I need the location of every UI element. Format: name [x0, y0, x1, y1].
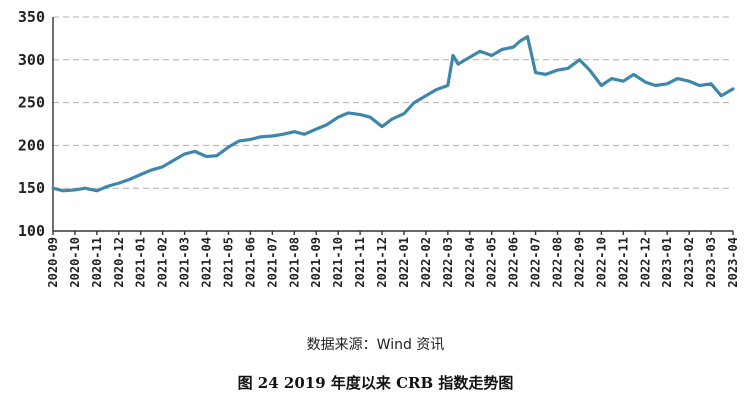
x-tick-label: 2023-03 — [704, 237, 718, 288]
x-tick-label: 2021-12 — [375, 237, 389, 288]
series-line-0 — [51, 35, 735, 193]
x-tick-label: 2021-11 — [353, 237, 367, 288]
x-tick-label: 2022-01 — [397, 237, 411, 288]
x-tick-label: 2021-06 — [243, 237, 257, 288]
x-tick-label: 2023-01 — [660, 237, 674, 288]
x-tick-label: 2020-11 — [90, 237, 104, 288]
x-tick-labels: 2020-09 2020-10 2020-11 2020-12 2021-01 2021-… — [46, 237, 740, 288]
x-tick-label: 2023-04 — [726, 237, 740, 288]
x-tick-label: 2021-03 — [178, 237, 192, 288]
y-tick-labels: 100 150 200 250 300 350 — [18, 8, 45, 240]
y-tick-label: 350 — [18, 8, 45, 26]
x-tick-label: 2022-10 — [594, 237, 608, 288]
x-tick-label: 2021-02 — [156, 237, 170, 288]
x-tick-label: 2020-09 — [46, 237, 60, 288]
x-tick-label: 2023-02 — [682, 237, 696, 288]
x-tick-label: 2022-09 — [572, 237, 586, 288]
y-tick-label: 250 — [18, 94, 45, 112]
x-tick-label: 2022-11 — [616, 237, 630, 288]
crb-line-chart: 100 150 200 250 300 350 2020-09 2020-10 2020-11… — [18, 8, 740, 288]
x-tick-label: 2021-04 — [200, 237, 214, 288]
x-tick-label: 2022-05 — [485, 237, 499, 288]
x-tick-label: 2022-12 — [638, 237, 652, 288]
x-tick-label: 2021-09 — [309, 237, 323, 288]
figure-caption: 图 24 2019 年度以来 CRB 指数走势图 — [237, 374, 514, 392]
x-tick-label: 2021-07 — [265, 237, 279, 288]
source-note: 数据来源：Wind 资讯 — [306, 337, 445, 353]
x-tick-label: 2022-08 — [551, 237, 565, 288]
y-tick-label: 100 — [18, 222, 45, 240]
x-tick-label: 2022-07 — [529, 237, 543, 288]
x-tick-label: 2021-01 — [134, 237, 148, 288]
x-tick-label: 2021-05 — [221, 237, 235, 288]
y-tick-label: 200 — [18, 136, 45, 154]
x-tick-label: 2022-04 — [463, 237, 477, 288]
y-tick-label: 300 — [18, 51, 45, 69]
grid-lines — [53, 16, 733, 189]
y-tick-label: 150 — [18, 179, 45, 197]
x-tick-label: 2022-03 — [441, 237, 455, 288]
x-tick-label: 2020-10 — [68, 237, 82, 288]
axes — [52, 17, 734, 235]
series-layer — [51, 35, 735, 193]
x-tick-label: 2021-10 — [331, 237, 345, 288]
x-tick-label: 2022-06 — [507, 237, 521, 288]
x-tick-label: 2021-08 — [287, 237, 301, 288]
x-tick-label: 2020-12 — [112, 237, 126, 288]
x-tick-label: 2022-02 — [419, 237, 433, 288]
